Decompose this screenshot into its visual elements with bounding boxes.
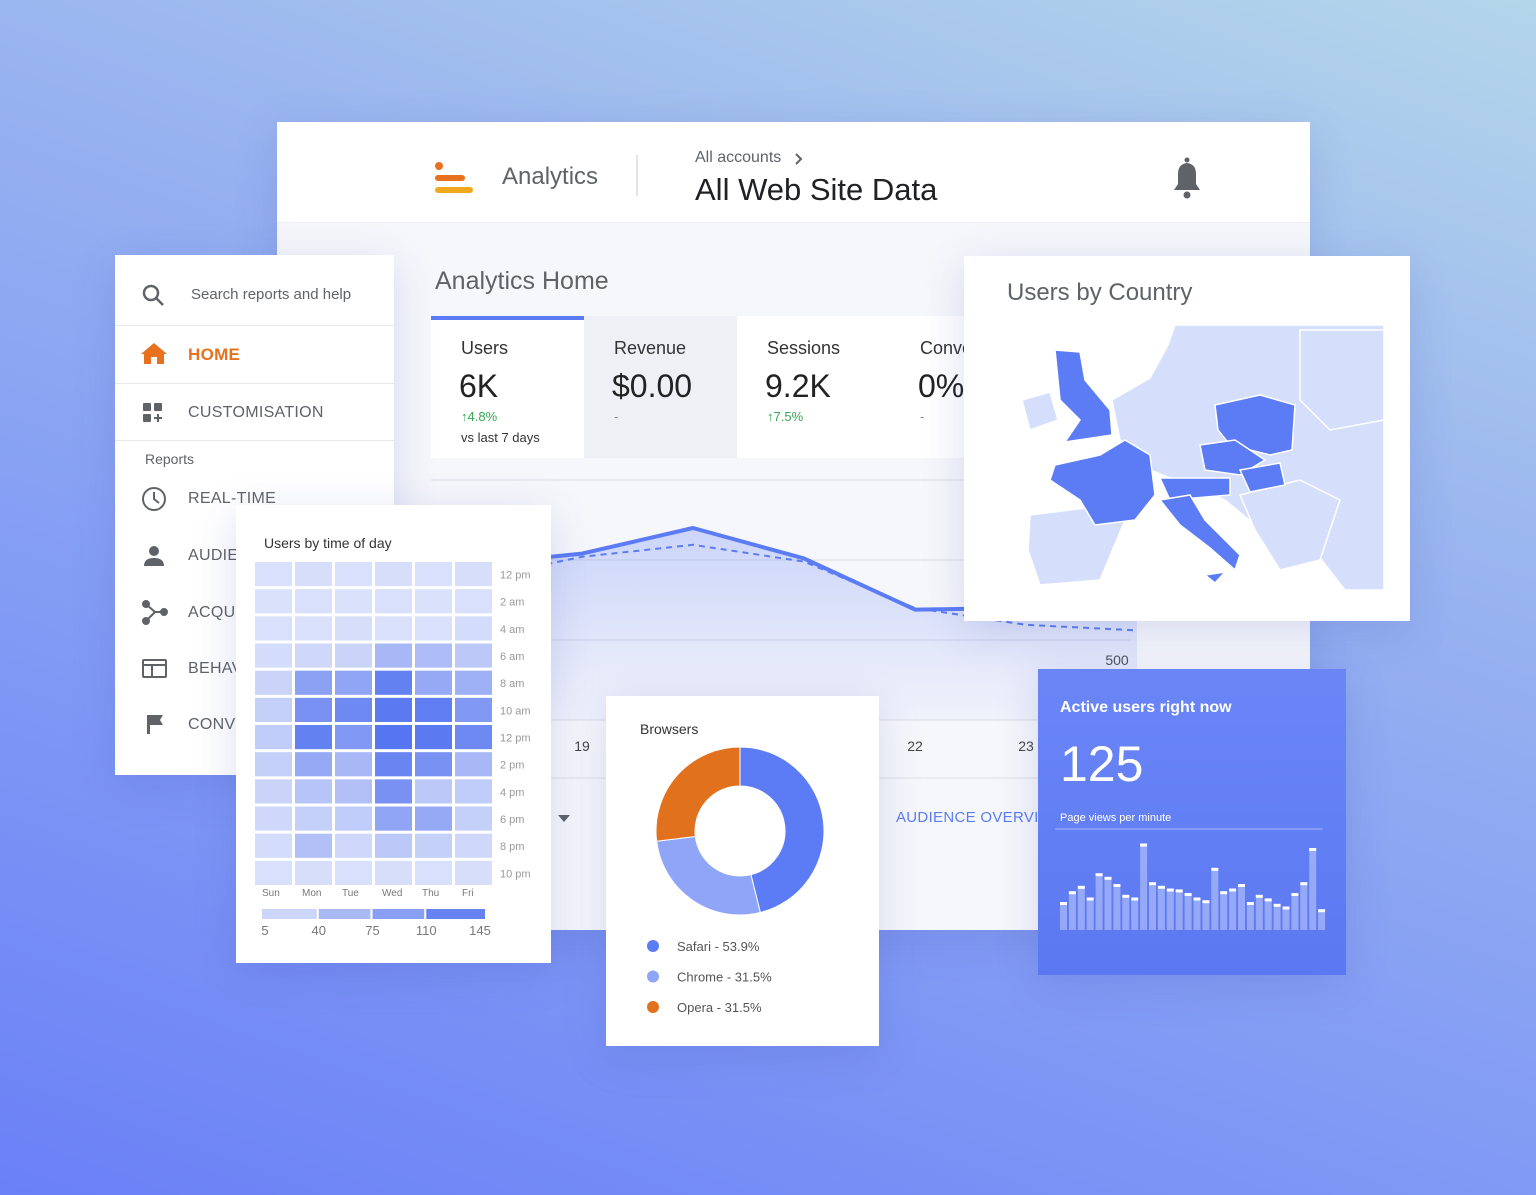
nav-item[interactable]: HOME	[188, 345, 241, 364]
browsers-card	[606, 696, 879, 1046]
kpi-change: ↑4.8%	[461, 409, 498, 424]
kpi-note: vs last 7 days	[461, 430, 540, 445]
kpi-tab[interactable]: Revenue $0.00 -	[584, 316, 737, 458]
active-count: 125	[1060, 736, 1144, 792]
card-title: Active users right now	[1060, 699, 1232, 716]
kpi-value: 6K	[459, 368, 499, 404]
section-label: Reports	[145, 451, 195, 467]
page-title: All Web Site Data	[695, 172, 938, 207]
kpi-change: ↑7.5%	[767, 409, 804, 424]
section-title: Analytics Home	[435, 267, 609, 295]
tab-indicator	[431, 316, 584, 320]
header	[277, 122, 1310, 223]
kpi-value: 9.2K	[765, 368, 831, 404]
kpi-label: Revenue	[614, 338, 687, 358]
nav-item[interactable]: CUSTOMISATION	[188, 404, 324, 421]
kpi-tab[interactable]: Users 6K ↑4.8% vs last 7 days	[431, 316, 584, 458]
heatmap-card	[236, 505, 551, 963]
kpi-value: $0.00	[612, 368, 693, 404]
map-card	[964, 256, 1410, 621]
kpi-value: 0%	[918, 368, 965, 404]
breadcrumb[interactable]: All accounts	[695, 149, 782, 166]
active-users-card	[1038, 669, 1346, 975]
search-box[interactable]: Search reports and help	[191, 286, 352, 303]
overview-link[interactable]: AUDIENCE OVERVIEW	[896, 809, 1064, 826]
card-title: Browsers	[640, 721, 699, 737]
divider	[115, 383, 394, 384]
kpi-label: Users	[461, 338, 509, 358]
kpi-tab[interactable]: Sessions 9.2K ↑7.5%	[737, 316, 890, 458]
kpi-change: -	[614, 409, 619, 424]
app-name: Analytics	[502, 163, 599, 190]
kpi-change: -	[920, 409, 925, 424]
divider	[115, 325, 394, 326]
divider	[115, 440, 394, 441]
kpi-label: Sessions	[767, 338, 841, 358]
card-title: Users by Country	[1007, 279, 1193, 306]
card-subtitle: Page views per minute	[1060, 812, 1172, 824]
card-title: Users by time of day	[264, 535, 392, 551]
nav-item[interactable]: REAL-TIME	[188, 490, 277, 507]
